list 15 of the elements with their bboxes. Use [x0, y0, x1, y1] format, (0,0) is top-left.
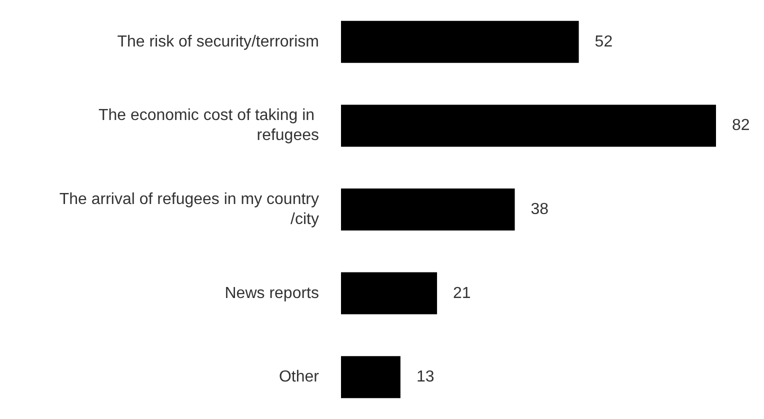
- bar: [341, 20, 579, 63]
- bar: [341, 356, 400, 398]
- y-tick-label: The risk of security/terrorism: [117, 33, 319, 50]
- data-label: 38: [530, 201, 549, 218]
- bar: [341, 272, 438, 314]
- bar: [341, 104, 716, 147]
- y-tick-label: Other: [278, 368, 320, 386]
- data-label: 21: [453, 284, 471, 302]
- y-tick-label: The economic cost of taking in refugees: [98, 107, 319, 144]
- bar: [341, 188, 515, 230]
- y-tick-label: News reports: [224, 284, 319, 302]
- y-tick-label: The arrival of refugees in my country/city: [59, 191, 319, 228]
- data-label: 82: [732, 117, 750, 134]
- data-label: 52: [594, 33, 613, 50]
- data-label: 13: [416, 368, 434, 386]
